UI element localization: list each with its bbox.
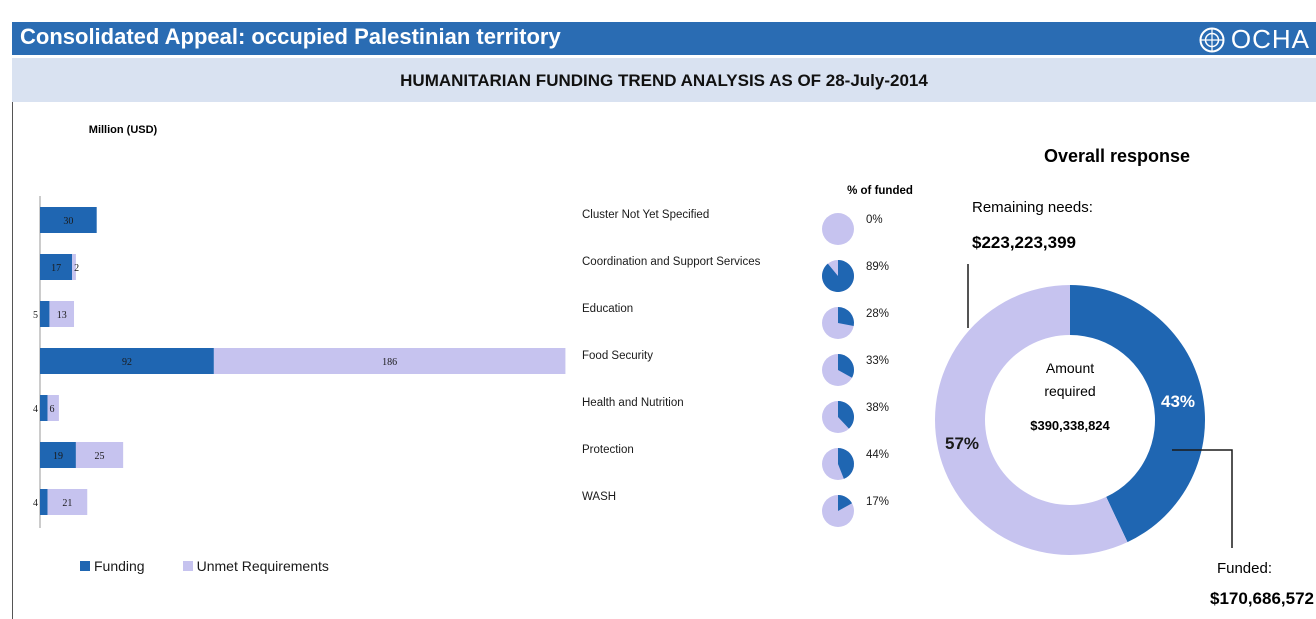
category-label-food-security: Food Security (582, 350, 653, 362)
legend-item-unmet: Unmet Requirements (182, 558, 329, 574)
donut-label-funded: 43% (1161, 392, 1195, 411)
legend-item-funding: Funding (80, 558, 145, 574)
bar-unmet-health-and-nutrition (47, 395, 59, 421)
chart-legend: Funding Unmet Requirements (80, 558, 329, 574)
funded-value: $170,686,572 (1210, 589, 1314, 608)
bar-funding-cluster-not-yet-specified (40, 207, 97, 233)
ocha-logo: OCHA (1199, 24, 1310, 55)
pct-pie-funded-health-and-nutrition (838, 401, 854, 429)
pct-pie-funded-food-security (838, 354, 855, 378)
data-label-funding-food-security: 92 (122, 357, 132, 368)
logo-text: OCHA (1230, 24, 1310, 54)
category-label-protection: Protection (582, 444, 634, 456)
data-label-unmet-health-and-nutrition: 6 (50, 404, 55, 415)
donut-title: Overall response (1044, 146, 1190, 166)
bar-unmet-education (49, 301, 75, 327)
category-label-health-and-nutrition: Health and Nutrition (582, 397, 684, 409)
data-label-unmet-wash: 21 (62, 498, 72, 509)
pct-pie-funded-education (838, 307, 855, 326)
donut-center-value: $390,338,824 (1030, 418, 1110, 433)
pct-label-wash: 17% (866, 496, 889, 508)
donut-label-remaining: 57% (945, 434, 979, 453)
pct-pie-bg-cluster-not-yet-specified (822, 213, 854, 245)
legend-label-unmet: Unmet Requirements (196, 558, 329, 574)
bar-unmet-coordination-and-support-services (72, 254, 76, 280)
category-label-education: Education (582, 303, 633, 315)
data-label-funding-cluster-not-yet-specified: 30 (63, 216, 73, 227)
bar-funding-coordination-and-support-services (40, 254, 73, 280)
pct-label-education: 28% (866, 308, 889, 320)
bar-funding-wash (40, 489, 48, 515)
data-label-funding-wash: 4 (33, 498, 38, 509)
header-background (12, 22, 1316, 55)
remaining-needs-value: $223,223,399 (972, 233, 1076, 252)
bar-funding-protection (40, 442, 76, 468)
pct-label-protection: 44% (866, 449, 889, 461)
unit-label: Million (USD) (89, 124, 158, 136)
pct-pie-funded-coordination-and-support-services (822, 260, 854, 292)
data-label-funding-education: 5 (33, 310, 38, 321)
bar-funding-education (40, 301, 50, 327)
un-emblem-icon (1199, 27, 1225, 52)
pct-label-coordination-and-support-services: 89% (866, 261, 889, 273)
pct-header: % of funded (847, 185, 913, 197)
data-label-unmet-coordination-and-support-services: 2 (74, 263, 79, 274)
funded-label: Funded: (1217, 560, 1272, 577)
category-label-wash: WASH (582, 491, 616, 503)
report-subtitle: HUMANITARIAN FUNDING TREND ANALYSIS AS O… (400, 71, 928, 90)
legend-swatch-unmet (182, 561, 193, 571)
funded-leader-line (1172, 449, 1233, 548)
subtitle-band: HUMANITARIAN FUNDING TREND ANALYSIS AS O… (12, 58, 1316, 102)
left-border (12, 102, 13, 619)
donut-slice-funded (1070, 285, 1206, 543)
donut-slice-remaining (935, 285, 1128, 555)
data-label-unmet-protection: 25 (95, 451, 105, 462)
bar-unmet-protection (75, 442, 124, 468)
pct-pie-funded-protection (838, 448, 855, 479)
category-label-coordination-and-support-services: Coordination and Support Services (582, 256, 761, 268)
data-label-funding-coordination-and-support-services: 17 (51, 263, 61, 274)
pct-pie-funded-wash (838, 495, 853, 511)
pct-label-cluster-not-yet-specified: 0% (866, 214, 883, 226)
data-label-unmet-education: 13 (57, 310, 67, 321)
bar-unmet-wash (47, 489, 88, 515)
page-title: Consolidated Appeal: occupied Palestinia… (20, 24, 561, 49)
legend-label-funding: Funding (94, 558, 145, 574)
bar-unmet-food-security (213, 348, 566, 374)
legend-swatch-funding (80, 561, 90, 571)
remaining-needs-label: Remaining needs: (972, 199, 1093, 216)
header-bar: Consolidated Appeal: occupied Palestinia… (0, 0, 1316, 60)
pct-label-health-and-nutrition: 38% (866, 402, 889, 414)
data-label-funding-health-and-nutrition: 4 (33, 404, 38, 415)
donut-center-line-1: Amount (1046, 360, 1094, 376)
data-label-funding-protection: 19 (53, 451, 63, 462)
data-label-unmet-food-security: 186 (382, 357, 397, 368)
pct-label-food-security: 33% (866, 355, 889, 367)
category-label-cluster-not-yet-specified: Cluster Not Yet Specified (582, 209, 709, 221)
bar-funding-health-and-nutrition (40, 395, 48, 421)
bar-funding-food-security (40, 348, 214, 374)
donut-center-line-2: required (1044, 383, 1095, 399)
